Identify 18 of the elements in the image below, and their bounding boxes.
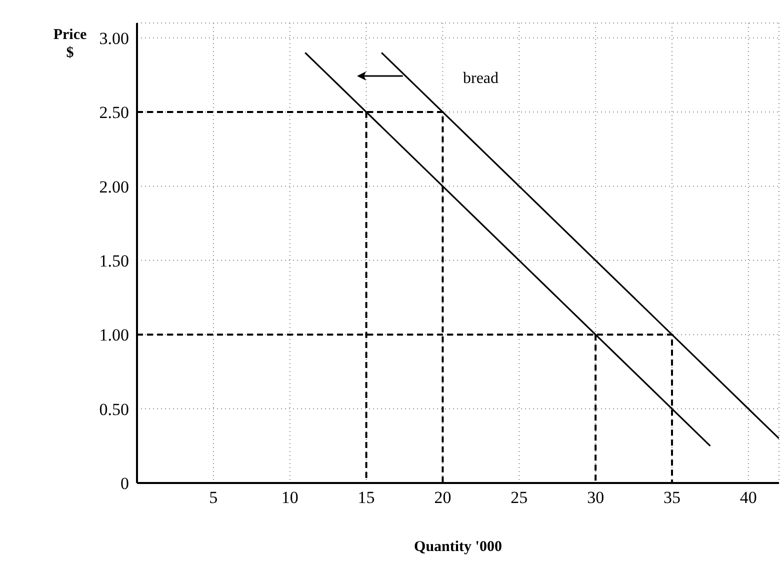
x-tick-label: 10: [281, 488, 298, 508]
y-tick-label: 1.50: [99, 251, 129, 270]
y-axis-title: Price $: [52, 26, 88, 62]
x-tick-label: 30: [587, 488, 604, 508]
x-tick-label: 25: [510, 488, 528, 508]
x-tick-label: 20: [434, 488, 452, 508]
x-axis-title: Quantity '000: [414, 539, 502, 555]
y-tick-label: 3.00: [99, 28, 129, 48]
annotation: bread: [463, 70, 499, 88]
x-tick-label: 35: [664, 488, 680, 508]
y-tick-label: 1.00: [99, 326, 129, 345]
y-tick-label: 2.50: [99, 103, 129, 122]
x-tick-label: 15: [358, 488, 375, 508]
y-tick-label: 2.00: [99, 177, 129, 196]
y-tick-label: 0.50: [99, 400, 129, 419]
x-tick-label: 40: [740, 488, 757, 508]
x-tick-label: 5: [209, 488, 218, 508]
y-tick-label: 0: [120, 474, 129, 494]
